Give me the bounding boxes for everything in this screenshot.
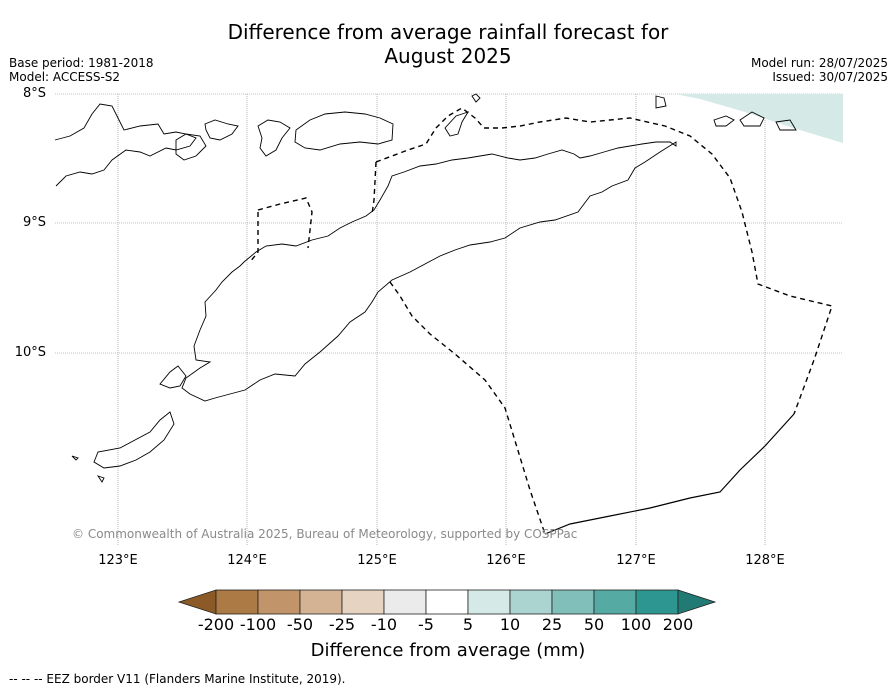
lat-label-10s: 10°S: [14, 345, 46, 360]
wetar-island: [444, 111, 470, 137]
page-title: Difference from average rainfall forecas…: [0, 20, 896, 68]
ndao-island: [71, 455, 79, 461]
small-island-ne-1: [655, 95, 667, 109]
colorbar-segment: [551, 589, 595, 615]
base-period: Base period: 1981-2018: [9, 56, 154, 70]
lat-label-9s: 9°S: [22, 215, 46, 230]
colorbar-tick: -10: [370, 615, 398, 634]
colorbar-tick: 10: [499, 615, 521, 634]
small-island-ne-2: [713, 115, 735, 127]
colorbar-tick: -5: [418, 615, 434, 634]
lat-label-8s: 8°S: [22, 86, 46, 101]
atauro-island: [471, 93, 481, 103]
eez-border-south2: [544, 413, 795, 535]
colorbar-tick: 25: [541, 615, 563, 634]
colorbar-segment: [383, 589, 427, 615]
semau-island: [159, 365, 187, 389]
footnote: -- -- -- EEZ border V11 (Flanders Marine…: [9, 672, 346, 686]
eez-border-south: [389, 281, 546, 535]
model-run: Model run: 28/07/2025: [750, 56, 888, 70]
colorbar: [178, 589, 717, 615]
timor-island: [181, 141, 677, 402]
eez-border-west: [257, 197, 313, 249]
colorbar-label: Difference from average (mm): [310, 640, 586, 661]
colorbar-tick: -200: [197, 615, 235, 634]
colorbar-segment: [425, 589, 469, 615]
colorbar-segment: [635, 589, 679, 615]
savu-island: [96, 475, 105, 483]
colorbar-tick: -100: [239, 615, 277, 634]
meta-right: Model run: 28/07/2025 Issued: 30/07/2025: [751, 56, 888, 84]
lon-label-123e: 123°E: [98, 553, 138, 568]
colorbar-segment: [215, 589, 259, 615]
colorbar-extend-low: [178, 589, 217, 615]
title-line-1: Difference from average rainfall forecas…: [227, 20, 669, 44]
title-line-2: August 2025: [384, 44, 512, 68]
issued-date: Issued: 30/07/2025: [772, 70, 888, 84]
eez-border-west2: [249, 212, 259, 263]
alor-island: [294, 111, 394, 151]
lembata-island: [204, 119, 239, 141]
graticule: [55, 93, 843, 545]
colorbar-tick: 100: [620, 615, 652, 634]
colorbar-segment: [341, 589, 385, 615]
colorbar-extend-high: [677, 589, 717, 615]
lon-label-126e: 126°E: [486, 553, 526, 568]
colorbar-segment: [257, 589, 301, 615]
small-island-ne-3: [739, 111, 765, 127]
colorbar-tick: -25: [328, 615, 356, 634]
eez-border-oecusse: [371, 161, 377, 215]
eez-border: [249, 107, 833, 535]
eez-border-north: [375, 107, 833, 415]
flores-east: [54, 103, 197, 187]
anomaly-shading: [675, 94, 843, 143]
colorbar-tick: 5: [462, 615, 474, 634]
adonara-island: [175, 133, 207, 161]
colorbar-tick: 200: [662, 615, 694, 634]
model-name: Model: ACCESS-S2: [9, 70, 121, 84]
copyright-notice: © Commonwealth of Australia 2025, Bureau…: [72, 527, 578, 541]
lon-label-124e: 124°E: [227, 553, 267, 568]
colorbar-segment: [467, 589, 511, 615]
colorbar-segment: [509, 589, 553, 615]
colorbar-tick: 50: [583, 615, 605, 634]
colorbar-tick: -50: [286, 615, 314, 634]
colorbar-segment: [299, 589, 343, 615]
meta-left: Base period: 1981-2018 Model: ACCESS-S2: [9, 56, 154, 84]
rote-island: [93, 411, 175, 469]
small-island-ne-4: [775, 119, 797, 131]
colorbar-segment: [593, 589, 637, 615]
coastlines: [54, 93, 797, 483]
lon-label-128e: 128°E: [745, 553, 785, 568]
lon-label-125e: 125°E: [357, 553, 397, 568]
lon-label-127e: 127°E: [616, 553, 656, 568]
pantar-island: [257, 119, 291, 157]
